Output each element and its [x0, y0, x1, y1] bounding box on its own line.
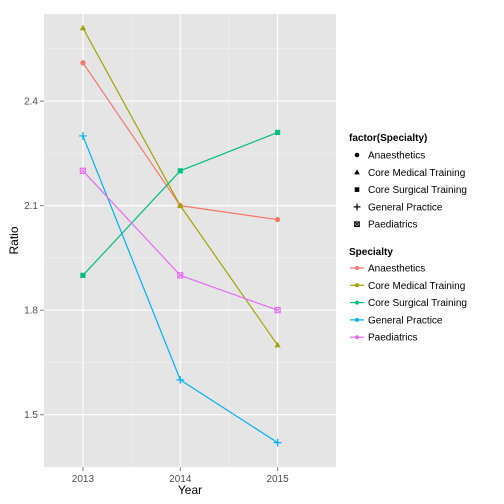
color-legend-label: General Practice — [368, 315, 443, 326]
color-legend-label: Paediatrics — [368, 333, 417, 344]
data-point-core-surgical-training — [275, 129, 281, 136]
y-axis-title: Ratio — [7, 226, 21, 254]
boxcross-marker-cross — [80, 167, 86, 174]
color-legend-dot — [355, 266, 359, 270]
series-points — [79, 24, 282, 447]
data-point-core-medical-training — [79, 24, 87, 31]
x-tick-label: 2015 — [266, 474, 289, 485]
shape-legend-label: Anaesthetics — [368, 151, 425, 162]
data-point-general-practice — [79, 132, 87, 140]
data-point-core-surgical-training — [177, 168, 183, 174]
y-tick-label: 2.4 — [24, 97, 38, 108]
data-point-core-medical-training — [177, 202, 184, 208]
y-tick-label: 1.8 — [24, 306, 38, 317]
color-legend-title: Specialty — [349, 247, 393, 258]
major-gridlines — [44, 14, 336, 467]
shape-legend: factor(Specialty) Anaesthetics Core Medic… — [349, 133, 467, 231]
data-point-general-practice — [176, 375, 185, 384]
data-point-paediatrics — [177, 272, 184, 279]
boxcross-marker-box — [354, 221, 360, 228]
color-legend-dot — [355, 300, 359, 305]
shape-legend-label: Paediatrics — [368, 220, 417, 231]
data-point-core-surgical-training — [80, 272, 86, 278]
color-legend-dot — [355, 317, 359, 322]
y-tick-label: 2.1 — [24, 201, 38, 212]
color-legend-dot — [355, 335, 359, 340]
color-legend: Specialty Anaesthetics Core Medical Train… — [349, 247, 467, 344]
x-tick-label: 2014 — [169, 474, 192, 485]
color-legend-label: Anaesthetics — [368, 264, 425, 275]
x-tick-label: 2013 — [72, 474, 95, 485]
boxcross-marker-cross — [177, 272, 184, 279]
shape-legend-title: factor(Specialty) — [349, 133, 427, 144]
data-point-paediatrics — [79, 167, 87, 174]
tick-labels: 1.5 1.8 2.1 2.4 2013 2014 2015 — [24, 97, 289, 485]
shape-legend-key — [353, 203, 361, 211]
shape-legend-key — [354, 169, 360, 175]
boxcross-marker-box — [79, 167, 87, 174]
shape-legend-label: Core Medical Training — [368, 168, 465, 179]
boxcross-marker-cross — [274, 307, 281, 314]
shape-legend-key — [354, 152, 360, 158]
plot-panel — [44, 14, 336, 467]
color-legend-dot — [355, 283, 359, 288]
shape-legend-key — [354, 221, 360, 228]
color-legend-label: Core Medical Training — [368, 281, 465, 292]
data-point-general-practice — [273, 438, 282, 447]
data-point-core-medical-training — [274, 341, 281, 348]
x-axis-title: Year — [178, 483, 202, 497]
boxcross-marker-box — [274, 307, 281, 314]
y-tick-label: 1.5 — [24, 410, 38, 421]
minor-gridlines — [44, 14, 336, 468]
shape-legend-key — [354, 187, 360, 192]
color-legend-label: Core Surgical Training — [368, 298, 467, 309]
boxcross-marker-cross — [354, 221, 360, 227]
shape-legend-label: General Practice — [368, 202, 443, 213]
data-point-paediatrics — [274, 307, 281, 314]
shape-legend-label: Core Surgical Training — [368, 185, 467, 196]
axis-ticks — [40, 100, 279, 471]
boxcross-marker-box — [177, 272, 184, 279]
data-point-anaesthetics — [275, 216, 281, 223]
data-point-anaesthetics — [80, 60, 86, 66]
